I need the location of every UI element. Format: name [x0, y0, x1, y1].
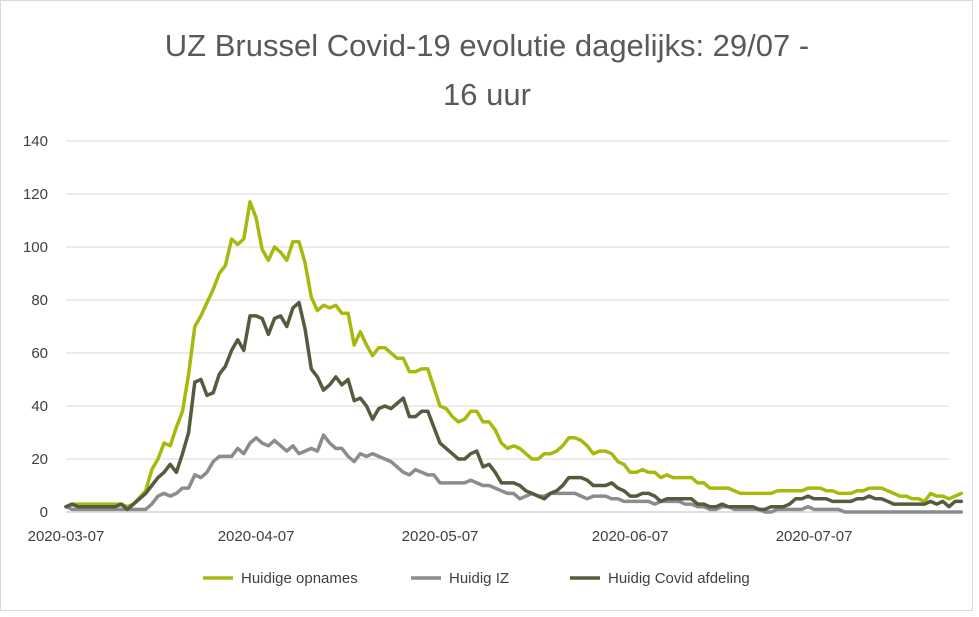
x-tick-label: 2020-05-07: [402, 528, 479, 545]
chart-title-line-2: 16 uur: [443, 77, 531, 112]
y-tick-label: 20: [31, 451, 48, 468]
x-axis: 2020-03-07 2020-04-07 2020-05-07 2020-06-07…: [28, 528, 853, 545]
chart-title-line-1: UZ Brussel Covid-19 evolutie dagelijks: …: [165, 28, 809, 63]
y-tick-label: 0: [40, 504, 48, 521]
series-line: [64, 433, 964, 514]
x-tick-label: 2020-07-07: [776, 528, 853, 545]
y-tick-label: 80: [31, 292, 48, 309]
legend: Huidige opnames Huidig IZ Huidig Covid afd…: [203, 570, 750, 587]
y-tick-label: 120: [23, 186, 48, 203]
x-tick-label: 2020-04-07: [218, 528, 295, 545]
y-axis: 0 20 40 60 80 100 120 140: [23, 133, 48, 521]
legend-label: Huidige opnames: [241, 570, 358, 587]
y-tick-label: 100: [23, 239, 48, 256]
y-tick-label: 140: [23, 133, 48, 150]
x-tick-label: 2020-03-07: [28, 528, 105, 545]
series-line: [64, 200, 964, 509]
plot-area: [64, 200, 964, 514]
gridlines: [66, 140, 949, 513]
legend-label: Huidig Covid afdeling: [608, 570, 750, 587]
y-tick-label: 60: [31, 345, 48, 362]
y-tick-label: 40: [31, 398, 48, 415]
series-line: [64, 300, 964, 512]
x-tick-label: 2020-06-07: [592, 528, 669, 545]
legend-label: Huidig IZ: [449, 570, 509, 587]
